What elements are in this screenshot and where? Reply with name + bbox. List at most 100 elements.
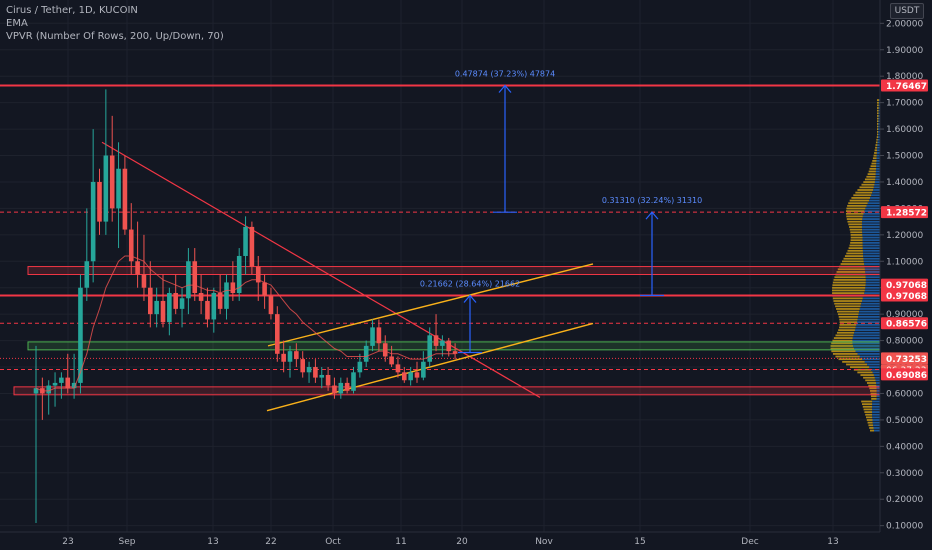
vp-row-up bbox=[854, 331, 880, 334]
vp-row-up bbox=[859, 308, 880, 310]
vp-row-down bbox=[870, 395, 877, 398]
vp-row-down bbox=[839, 318, 858, 321]
vp-row-up bbox=[862, 249, 880, 252]
vp-row-up bbox=[858, 313, 880, 316]
candle-body bbox=[249, 226, 255, 267]
candle-body bbox=[275, 314, 280, 354]
vp-row-down bbox=[844, 255, 864, 257]
vp-row-up bbox=[876, 392, 880, 395]
candle-body bbox=[154, 300, 159, 315]
candle-body bbox=[78, 287, 83, 383]
candle-body bbox=[230, 282, 236, 293]
vp-row-down bbox=[846, 207, 866, 210]
vp-row-down bbox=[877, 112, 879, 115]
vp-row-down bbox=[834, 276, 866, 279]
channel-upper-line bbox=[267, 263, 594, 347]
vp-row-up bbox=[857, 353, 880, 355]
vp-row-up bbox=[872, 421, 880, 424]
price-tick-label: 0.60000 bbox=[886, 389, 923, 399]
price-label-text: 1.28572 bbox=[886, 209, 927, 219]
price-label-box bbox=[881, 317, 928, 330]
vp-row-down bbox=[853, 194, 872, 197]
vp-row-up bbox=[865, 284, 880, 287]
vp-row-up bbox=[865, 281, 880, 284]
vp-row-down bbox=[864, 178, 876, 181]
vp-row-down bbox=[839, 326, 856, 329]
vp-row-down bbox=[839, 321, 857, 324]
price-label-text: 0.69086 bbox=[886, 371, 927, 381]
candle-body bbox=[52, 382, 58, 386]
price-label-text: 0.97068 bbox=[886, 292, 927, 302]
symbol-title[interactable]: Cirus / Tether, 1D, KUCOIN bbox=[6, 5, 138, 16]
vp-row-up bbox=[876, 154, 880, 157]
ema-line bbox=[35, 255, 456, 392]
time-axis[interactable] bbox=[0, 532, 932, 550]
vp-row-up bbox=[865, 286, 880, 289]
vp-row-up bbox=[862, 247, 880, 250]
vp-row-up bbox=[869, 366, 880, 369]
vp-row-up bbox=[878, 112, 880, 115]
candle-body bbox=[389, 356, 394, 365]
vp-row-up bbox=[863, 260, 880, 263]
vp-row-down bbox=[837, 313, 859, 316]
vp-row-up bbox=[862, 297, 880, 300]
vp-row-down bbox=[868, 384, 877, 387]
measure-arrow-head bbox=[645, 211, 659, 220]
time-tick-label: Nov bbox=[535, 537, 553, 547]
vp-row-down bbox=[846, 218, 863, 220]
vp-row-down bbox=[848, 202, 868, 205]
vp-row-up bbox=[874, 376, 880, 379]
vp-row-up bbox=[862, 244, 880, 247]
vp-row-down bbox=[875, 141, 878, 144]
candle-body bbox=[205, 300, 210, 320]
vp-row-up bbox=[852, 342, 880, 345]
candle-body bbox=[287, 351, 293, 362]
vp-row-up bbox=[876, 395, 880, 398]
measure-arrow-head bbox=[463, 294, 477, 303]
vp-row-down bbox=[865, 413, 873, 416]
vp-row-up bbox=[864, 268, 880, 271]
vp-row-down bbox=[866, 382, 877, 384]
vp-row-up bbox=[863, 252, 880, 255]
vpvr-indicator-label[interactable]: VPVR (Number Of Rows, 200, Up/Down, 70) bbox=[6, 31, 224, 42]
vp-row-up bbox=[873, 189, 880, 191]
vp-row-up bbox=[873, 374, 880, 376]
time-tick-label: 13 bbox=[207, 537, 218, 547]
candle-body bbox=[65, 377, 71, 389]
vp-row-down bbox=[855, 191, 873, 194]
vp-row-down bbox=[849, 228, 863, 231]
vp-row-up bbox=[862, 300, 880, 302]
price-label-text: 1.76467 bbox=[886, 82, 927, 92]
vp-row-down bbox=[845, 212, 864, 215]
price-tick-label: 2.00000 bbox=[886, 19, 923, 29]
candle-body bbox=[97, 181, 102, 222]
vp-row-down bbox=[831, 342, 853, 345]
vp-row-up bbox=[856, 321, 880, 324]
vp-row-up bbox=[876, 397, 880, 400]
vp-row-down bbox=[850, 234, 863, 236]
vp-row-down bbox=[877, 107, 879, 109]
vp-row-down bbox=[867, 173, 876, 176]
candle-body bbox=[141, 274, 147, 288]
price-tick-label: 1.90000 bbox=[886, 46, 923, 56]
vp-row-down bbox=[874, 149, 878, 152]
vp-row-down bbox=[839, 323, 857, 326]
currency-badge[interactable]: USDT bbox=[890, 3, 924, 19]
vp-row-up bbox=[865, 271, 880, 273]
measure-label: 0.47874 (37.23%) 47874 bbox=[455, 70, 555, 79]
vp-row-down bbox=[874, 152, 877, 154]
vp-row-up bbox=[874, 429, 880, 432]
vp-row-down bbox=[838, 329, 855, 332]
vp-row-down bbox=[877, 122, 879, 125]
volume-profile bbox=[830, 99, 880, 432]
chart-legend: Cirus / Tether, 1D, KUCOIN EMA VPVR (Num… bbox=[6, 4, 224, 43]
candle-body bbox=[122, 168, 128, 230]
price-tick-label: 1.80000 bbox=[886, 72, 923, 82]
ema-indicator-label[interactable]: EMA bbox=[6, 18, 28, 29]
vp-row-down bbox=[836, 331, 855, 334]
measure-arrows: 0.47874 (37.23%) 47874 0.31310 (32.24%) 3… bbox=[420, 70, 702, 354]
vp-row-up bbox=[871, 194, 880, 197]
vp-row-up bbox=[852, 345, 880, 347]
vp-row-down bbox=[869, 167, 876, 170]
